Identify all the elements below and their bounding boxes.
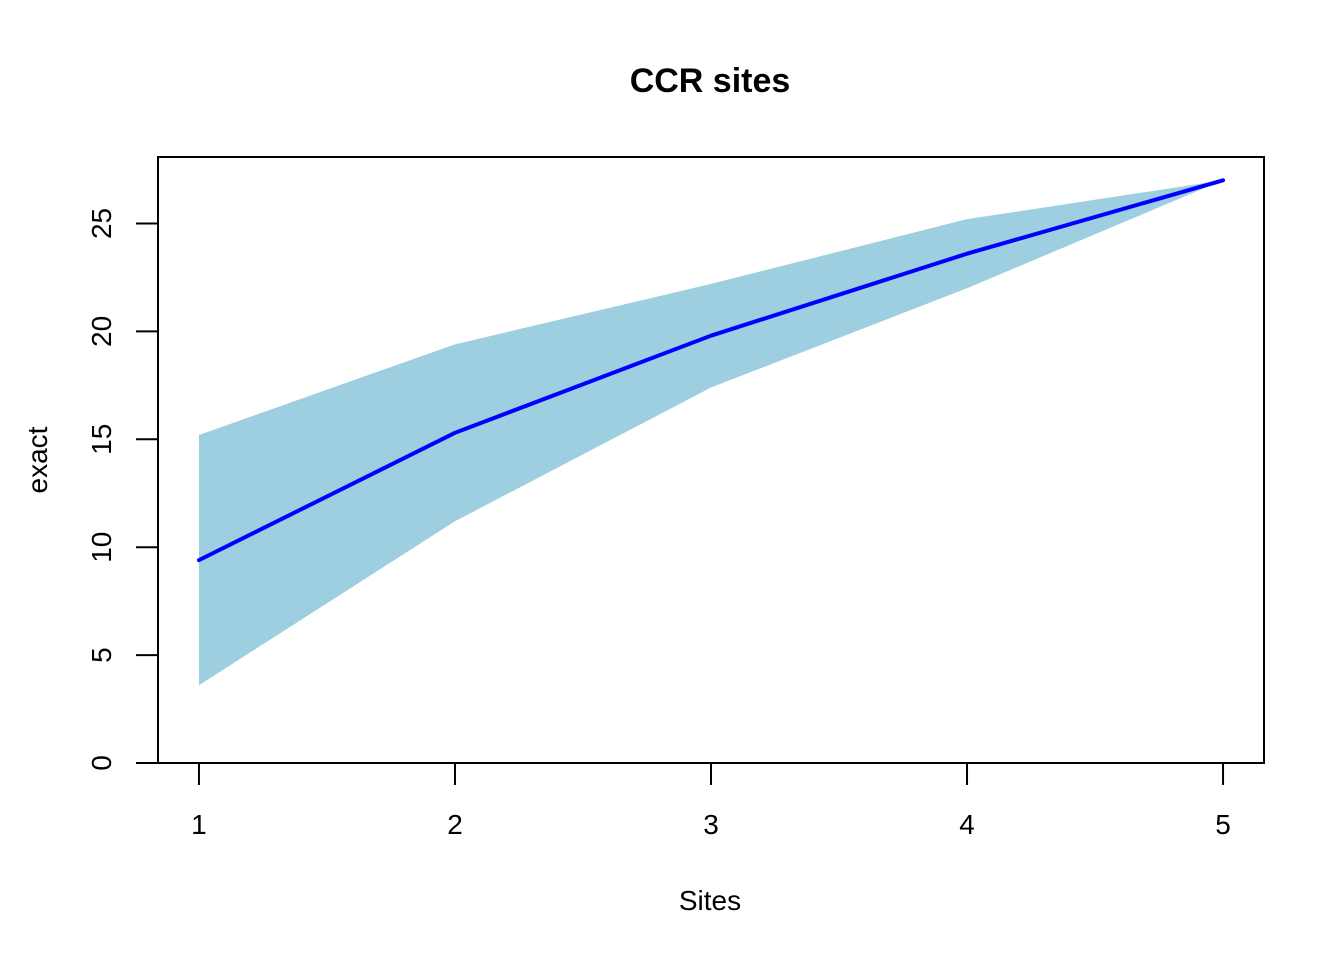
y-tick-label: 0 (86, 755, 117, 771)
plot-area (196, 178, 1226, 686)
chart-title: CCR sites (630, 62, 791, 100)
y-tick-label: 10 (86, 532, 117, 563)
y-tick-label: 20 (86, 316, 117, 347)
y-tick-label: 25 (86, 208, 117, 239)
y-tick-label: 5 (86, 647, 117, 663)
x-tick-label: 2 (447, 809, 463, 840)
y-axis-label: exact (22, 426, 53, 493)
x-tick-label: 5 (1215, 809, 1231, 840)
x-tick-label: 1 (191, 809, 207, 840)
x-axis: 1 2 3 4 5 (191, 762, 1231, 840)
x-axis-label: Sites (679, 885, 741, 916)
y-axis: 0 5 10 15 20 25 (86, 208, 159, 771)
y-tick-label: 15 (86, 424, 117, 455)
x-tick-label: 3 (703, 809, 719, 840)
confidence-band (198, 180, 1224, 686)
series-line (196, 178, 1226, 563)
x-tick-label: 4 (959, 809, 975, 840)
